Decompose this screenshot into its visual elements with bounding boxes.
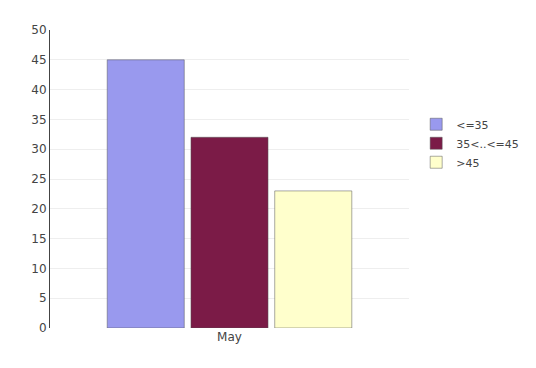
svg-text:40: 40: [31, 83, 46, 97]
svg-text:50: 50: [31, 23, 46, 37]
svg-text:30: 30: [31, 142, 46, 156]
svg-text:0: 0: [39, 321, 47, 335]
svg-text:35: 35: [31, 113, 46, 127]
svg-text:10: 10: [31, 262, 46, 276]
svg-text:20: 20: [31, 202, 46, 216]
svg-text:25: 25: [31, 172, 46, 186]
svg-text:May: May: [217, 330, 242, 344]
svg-text:>45: >45: [456, 157, 479, 170]
svg-text:15: 15: [31, 232, 46, 246]
svg-text:5: 5: [39, 291, 47, 305]
svg-text:45: 45: [31, 53, 46, 67]
svg-text:<=35: <=35: [456, 119, 488, 132]
svg-text:35<..<=45: 35<..<=45: [456, 138, 519, 151]
